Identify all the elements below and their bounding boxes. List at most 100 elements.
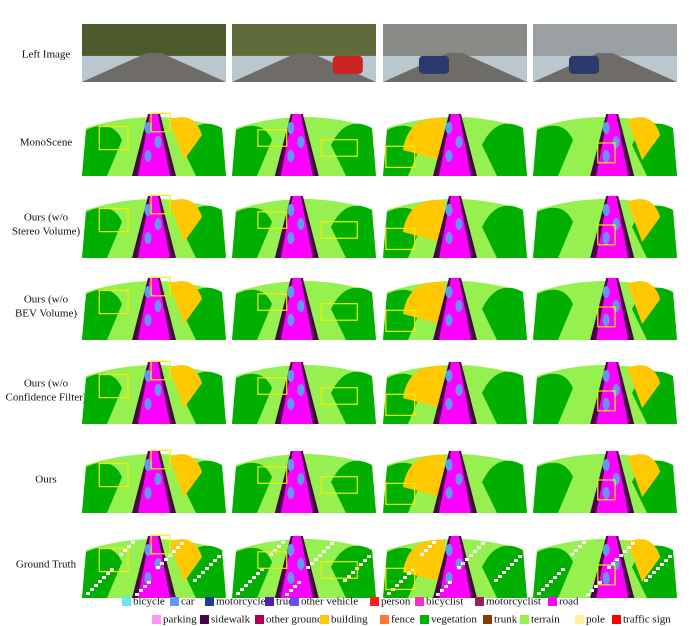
sparse-voxel bbox=[411, 568, 415, 571]
highlight-box bbox=[597, 390, 616, 412]
building bbox=[627, 117, 661, 160]
car bbox=[445, 286, 453, 298]
photo-trees bbox=[533, 24, 677, 56]
scene-cell bbox=[82, 534, 226, 598]
car bbox=[154, 136, 162, 148]
building bbox=[403, 281, 445, 324]
legend-swatch bbox=[475, 597, 484, 606]
car bbox=[144, 150, 152, 162]
car bbox=[297, 384, 305, 396]
sparse-voxel bbox=[498, 575, 502, 578]
legend-label: trunk bbox=[494, 614, 518, 626]
car bbox=[287, 150, 295, 162]
photo-road bbox=[82, 53, 226, 82]
legend-label: parking bbox=[163, 614, 197, 626]
sparse-voxel bbox=[383, 540, 387, 543]
vegetation bbox=[82, 125, 122, 176]
sparse-voxel bbox=[514, 559, 518, 562]
car bbox=[287, 398, 295, 410]
vegetation bbox=[232, 289, 272, 340]
sparse-voxel bbox=[176, 546, 180, 549]
highlight-box bbox=[597, 564, 616, 586]
car bbox=[144, 122, 152, 134]
car bbox=[602, 286, 610, 298]
sparse-voxel bbox=[432, 541, 436, 544]
car bbox=[445, 204, 453, 216]
scene-cell bbox=[533, 451, 677, 513]
highlight-box bbox=[150, 276, 171, 297]
highlight-box bbox=[385, 567, 416, 591]
sparse-voxel bbox=[506, 567, 510, 570]
legend-swatch bbox=[255, 615, 264, 624]
highlight-box bbox=[385, 227, 416, 251]
sparse-voxel bbox=[147, 581, 151, 584]
sparse-voxel bbox=[256, 572, 260, 575]
sparse-voxel bbox=[627, 546, 631, 549]
legend-label: traffic sign bbox=[623, 614, 671, 626]
sparse-voxel bbox=[273, 549, 277, 552]
scene-cell bbox=[232, 536, 376, 598]
vegetation bbox=[533, 462, 573, 513]
photo-road bbox=[383, 53, 527, 82]
highlight-box bbox=[98, 547, 129, 573]
car bbox=[144, 544, 152, 556]
building bbox=[169, 281, 202, 324]
car bbox=[144, 314, 152, 326]
highlight-box bbox=[98, 207, 129, 233]
sparse-voxel bbox=[664, 559, 668, 562]
car bbox=[144, 487, 152, 499]
sparse-voxel bbox=[590, 589, 594, 592]
scene-cell bbox=[383, 24, 527, 82]
scene-cell bbox=[533, 114, 677, 176]
sparse-voxel bbox=[318, 554, 322, 557]
vegetation bbox=[533, 289, 573, 340]
sparse-voxel bbox=[135, 593, 139, 596]
car bbox=[612, 300, 620, 312]
highlight-box bbox=[150, 449, 171, 470]
car bbox=[602, 370, 610, 382]
sparse-voxel bbox=[260, 568, 264, 571]
sparse-voxel bbox=[213, 559, 217, 562]
sparse-voxel bbox=[351, 571, 355, 574]
highlight-box bbox=[150, 360, 171, 381]
highlight-box bbox=[597, 142, 616, 164]
row-label: BEV Volume) bbox=[15, 308, 77, 320]
sparse-voxel bbox=[518, 555, 522, 558]
scene-cell bbox=[383, 114, 527, 176]
sparse-voxel bbox=[127, 545, 131, 548]
vegetation bbox=[533, 373, 573, 424]
row-label: Ours (w/o bbox=[24, 378, 69, 390]
vegetation bbox=[482, 123, 527, 176]
scene-cell bbox=[82, 276, 226, 340]
sparse-voxel bbox=[428, 545, 432, 548]
car bbox=[144, 204, 152, 216]
sparse-voxel bbox=[172, 550, 176, 553]
sparse-voxel bbox=[217, 555, 221, 558]
car bbox=[445, 314, 453, 326]
highlight-box bbox=[98, 462, 129, 488]
car bbox=[602, 459, 610, 471]
vegetation bbox=[331, 287, 376, 340]
sparse-voxel bbox=[395, 584, 399, 587]
vegetation bbox=[482, 460, 527, 513]
building bbox=[169, 454, 202, 497]
sparse-voxel bbox=[297, 581, 301, 584]
car bbox=[445, 544, 453, 556]
sparse-voxel bbox=[668, 555, 672, 558]
scene-cell bbox=[533, 536, 677, 598]
sparse-voxel bbox=[244, 584, 248, 587]
highlight-box bbox=[385, 309, 416, 333]
sparse-voxel bbox=[363, 559, 367, 562]
legend-label: other ground bbox=[266, 614, 323, 626]
car bbox=[455, 136, 463, 148]
sparse-voxel bbox=[193, 579, 197, 582]
car bbox=[455, 300, 463, 312]
car bbox=[455, 473, 463, 485]
highlight-box bbox=[98, 289, 129, 315]
highlight-box bbox=[257, 551, 288, 569]
sparse-voxel bbox=[481, 542, 485, 545]
sparse-voxel bbox=[461, 562, 465, 565]
sparse-voxel bbox=[545, 584, 549, 587]
sparse-voxel bbox=[86, 592, 90, 595]
sparse-voxel bbox=[631, 542, 635, 545]
